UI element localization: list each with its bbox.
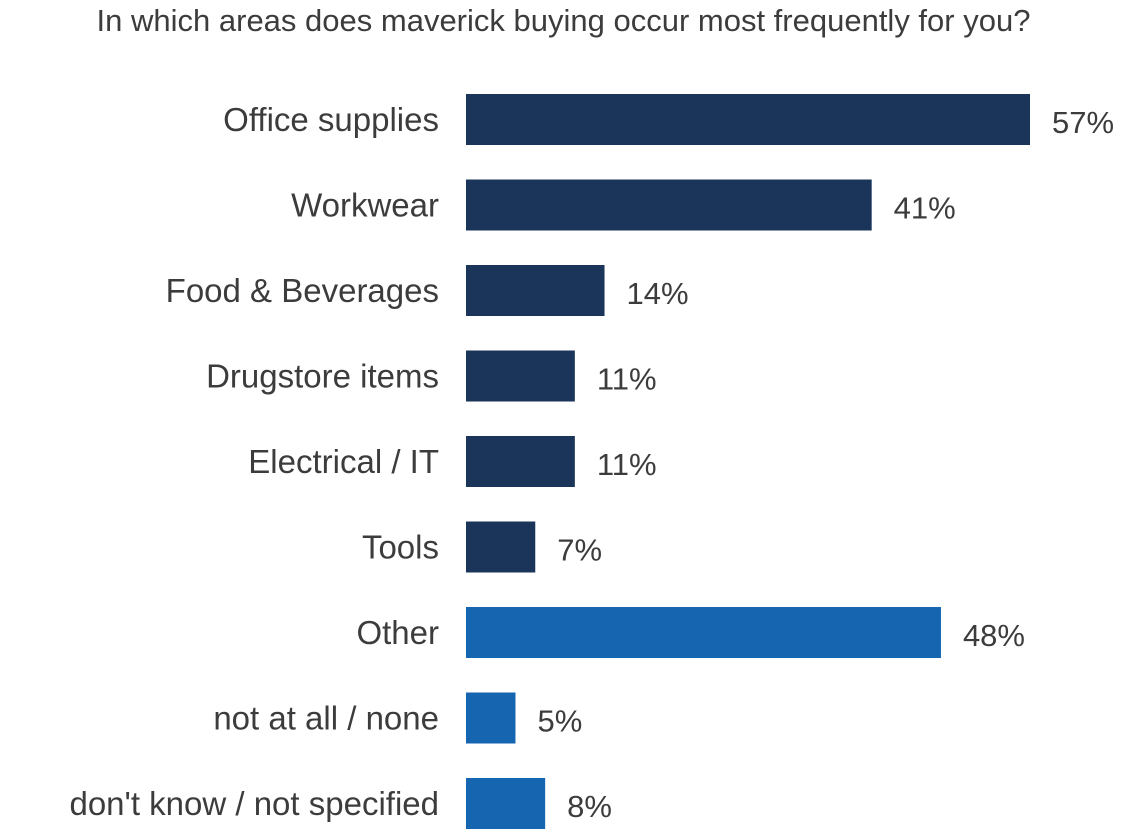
category-label-other: Other xyxy=(356,614,439,651)
bar-electrical-it xyxy=(466,436,575,487)
value-label-don-t-know-not-specified: 8% xyxy=(567,789,612,824)
bar-other xyxy=(466,607,941,658)
value-label-electrical-it: 11% xyxy=(597,447,657,482)
bar-office-supplies xyxy=(466,94,1030,145)
category-label-office-supplies: Office supplies xyxy=(223,101,439,138)
category-label-not-at-all-none: not at all / none xyxy=(213,700,439,737)
category-label-workwear: Workwear xyxy=(291,187,439,224)
bar-workwear xyxy=(466,179,872,231)
value-label-office-supplies: 57% xyxy=(1052,105,1114,140)
bar-not-at-all-none xyxy=(466,692,516,744)
bar-drugstore-items xyxy=(466,350,575,402)
value-label-drugstore-items: 11% xyxy=(597,362,657,397)
value-label-workwear: 41% xyxy=(894,191,956,226)
category-label-don-t-know-not-specified: don't know / not specified xyxy=(69,785,439,822)
category-label-drugstore-items: Drugstore items xyxy=(206,358,439,395)
category-label-electrical-it: Electrical / IT xyxy=(248,443,439,480)
value-label-not-at-all-none: 5% xyxy=(537,704,582,739)
category-label-tools: Tools xyxy=(362,529,439,566)
bar-tools xyxy=(466,521,536,573)
value-label-other: 48% xyxy=(963,618,1025,653)
category-label-food-beverages: Food & Beverages xyxy=(166,272,439,309)
chart-title: In which areas does maverick buying occu… xyxy=(96,3,1031,38)
value-label-tools: 7% xyxy=(557,533,602,568)
bar-food-beverages xyxy=(466,265,605,316)
bar-don-t-know-not-specified xyxy=(466,778,546,829)
value-label-food-beverages: 14% xyxy=(627,276,689,311)
